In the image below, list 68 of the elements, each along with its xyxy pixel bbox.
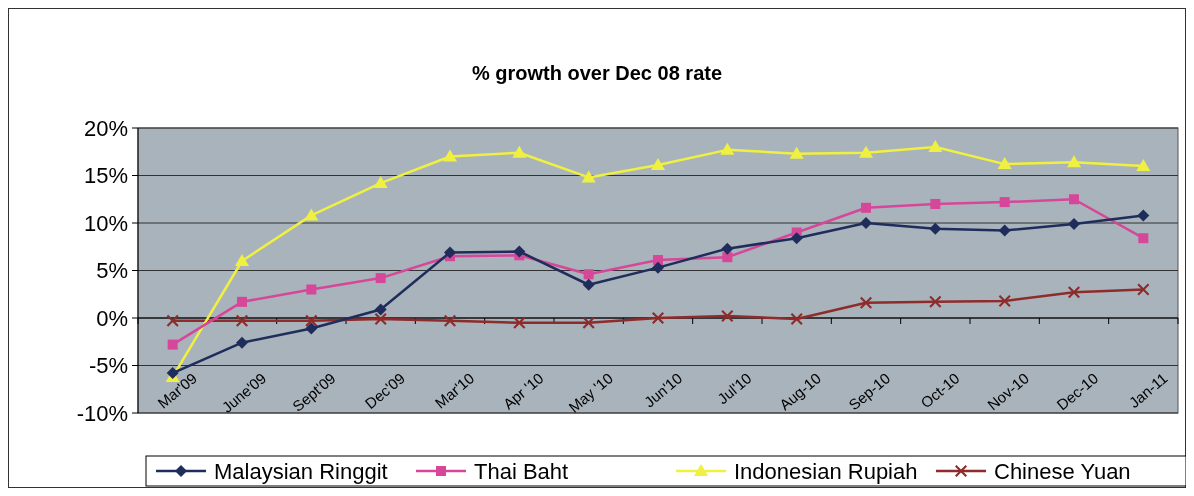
point: [1069, 194, 1079, 205]
point: [235, 254, 249, 266]
point: [305, 314, 318, 327]
point: [859, 145, 873, 158]
point: [651, 158, 665, 171]
point: [1137, 283, 1150, 296]
point: [304, 208, 319, 221]
point: [374, 303, 387, 316]
legend-label: Malaysian Ringgit: [214, 458, 388, 484]
y-tick-label: 5%: [96, 258, 128, 284]
legend-label: Chinese Yuan: [994, 458, 1131, 484]
x-tick-label: Apr '10: [499, 369, 547, 413]
point: [583, 269, 594, 280]
point: [305, 322, 318, 335]
point: [999, 197, 1010, 208]
point: [1136, 159, 1151, 171]
point: [720, 142, 735, 155]
point: [373, 176, 388, 189]
point: [1138, 233, 1149, 244]
point: [513, 245, 526, 258]
point: [582, 278, 595, 291]
y-tick-label: 10%: [83, 210, 128, 236]
point: [722, 252, 733, 263]
point: [929, 222, 942, 235]
point: [860, 296, 872, 309]
point: [306, 284, 317, 295]
point: [789, 146, 804, 159]
y-tick-label: -5%: [88, 353, 128, 379]
y-tick-label: 0%: [96, 305, 128, 331]
legend-label: Thai Baht: [474, 458, 569, 484]
point: [236, 314, 248, 327]
point: [652, 312, 664, 324]
point: [790, 312, 803, 325]
point: [443, 149, 457, 162]
point: [721, 310, 734, 323]
point: [1068, 217, 1080, 230]
point: [929, 295, 942, 308]
point: [236, 336, 248, 349]
point: [1068, 286, 1080, 299]
point: [237, 296, 247, 307]
point: [512, 145, 527, 158]
point: [930, 199, 941, 209]
point: [375, 273, 386, 284]
point: [167, 339, 178, 350]
point: [860, 217, 872, 229]
point: [1137, 209, 1150, 222]
point: [928, 140, 943, 152]
point: [444, 246, 456, 259]
point: [444, 314, 456, 327]
point: [790, 232, 803, 245]
point: [581, 170, 596, 183]
point: [998, 224, 1011, 237]
point: [166, 314, 179, 327]
y-tick-label: 15%: [83, 163, 128, 189]
y-tick-label: -10%: [76, 400, 128, 426]
point: [652, 261, 664, 274]
point: [582, 316, 595, 329]
legend-label: Indonesian Rupiah: [734, 458, 918, 484]
chart-title: % growth over Dec 08 rate: [471, 62, 723, 84]
point: [861, 202, 871, 213]
point: [721, 242, 734, 255]
point: [1067, 155, 1081, 168]
y-tick-label: 20%: [83, 115, 128, 141]
point: [998, 294, 1011, 307]
point: [374, 312, 387, 325]
point: [997, 157, 1012, 170]
x-tick-label: May '10: [565, 369, 616, 416]
point: [513, 316, 526, 329]
